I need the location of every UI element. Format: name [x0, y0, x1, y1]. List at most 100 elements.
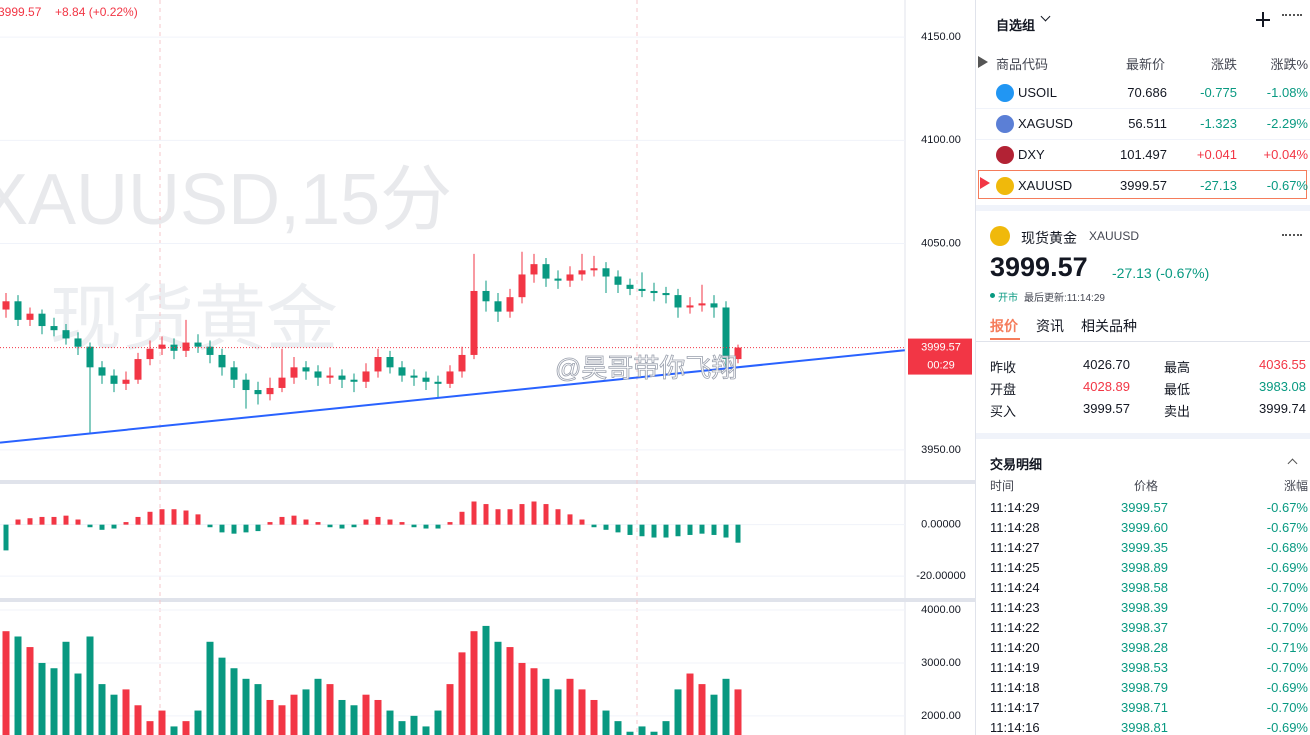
macd-bar: [15, 519, 21, 525]
row-divider[interactable]: [976, 108, 1310, 109]
volume-bar: [374, 699, 382, 735]
trade-time: 11:14:29: [990, 500, 1040, 515]
trade-time: 11:14:25: [990, 560, 1040, 575]
watchlist-row[interactable]: USOIL: [1018, 85, 1058, 100]
quote-change: -27.13 (-0.67%): [1112, 265, 1210, 281]
candle-body: [626, 284, 634, 289]
last-price: 70.686: [1127, 85, 1167, 100]
candle-body: [350, 379, 358, 382]
change-pct: -2.29%: [1266, 116, 1308, 131]
candle-body: [662, 293, 670, 296]
macd-bar: [267, 522, 273, 525]
last-update: 最后更新:11:14:29: [1024, 293, 1105, 304]
row-highlight[interactable]: [978, 170, 1307, 199]
watchlist-row[interactable]: XAUUSD: [1018, 178, 1073, 193]
volume-bar: [122, 689, 130, 735]
change: -0.775: [1200, 85, 1237, 100]
y-tick-label: 3950.00: [921, 444, 961, 456]
trade-price: 3999.57: [1121, 500, 1168, 515]
trade-price: 3998.53: [1121, 660, 1168, 675]
candle-body: [230, 367, 238, 380]
volume-bar: [266, 699, 274, 735]
stat-value: 4026.70: [1083, 357, 1130, 372]
macd-bar: [447, 522, 453, 525]
macd-bar: [87, 524, 93, 528]
candle-body: [638, 288, 646, 291]
trade-change: -0.67%: [1266, 500, 1308, 515]
last-price: 3999.57: [1120, 178, 1167, 193]
stat-label: 昨收: [990, 360, 1017, 375]
candle-body: [134, 359, 142, 380]
quote-name: 现货黄金: [1021, 230, 1077, 246]
row-divider[interactable]: [976, 139, 1310, 140]
volume-bar: [446, 684, 454, 735]
macd-bar: [207, 524, 213, 528]
volume-bar: [170, 726, 178, 735]
legend-price: 3999.57: [0, 5, 42, 19]
macd-bar: [315, 522, 321, 525]
macd-bar: [147, 511, 153, 525]
macd-bar: [711, 524, 717, 535]
watermark: XAUUSD,15分: [0, 160, 452, 240]
macd-bar: [255, 524, 261, 532]
trade-change: -0.71%: [1266, 640, 1308, 655]
volume-bar: [626, 731, 634, 735]
candle-body: [566, 274, 574, 281]
quote-tab[interactable]: 相关品种: [1081, 318, 1137, 334]
candle-body: [722, 307, 730, 360]
trade-time: 11:14:19: [990, 660, 1040, 675]
candle-body: [74, 338, 82, 347]
macd-bar: [483, 504, 489, 525]
watchlist-row[interactable]: XAGUSD: [1018, 116, 1073, 131]
macd-bar: [135, 516, 141, 525]
quote-price: 3999.57: [990, 252, 1088, 282]
volume-bar: [38, 662, 46, 735]
stat-label: 最高: [1164, 360, 1191, 375]
volume-bar: [734, 689, 742, 735]
volume-bar: [62, 641, 70, 735]
candle-body: [542, 264, 550, 279]
volume-bar: [206, 641, 214, 735]
candle-body: [218, 354, 226, 368]
trade-change: -0.70%: [1266, 700, 1308, 715]
flag: [978, 56, 988, 68]
column-header: 商品代码: [996, 57, 1049, 72]
candle-body: [710, 303, 718, 308]
volume-bar: [362, 694, 370, 735]
candle-body: [506, 297, 514, 312]
y-tick-label: 0.00000: [921, 519, 961, 531]
quote-tab[interactable]: 报价: [990, 318, 1018, 334]
macd-bar: [435, 524, 441, 529]
macd-bar: [195, 514, 201, 525]
candle-body: [698, 303, 706, 306]
volume-bar: [98, 684, 106, 735]
candle-body: [2, 301, 10, 310]
tab-divider[interactable]: [976, 341, 1310, 342]
last-price: 56.511: [1128, 116, 1167, 131]
volume-bar: [14, 636, 22, 735]
volume-bar: [602, 710, 610, 735]
volume-bar: [338, 699, 346, 735]
candle-body: [470, 290, 478, 355]
macd-bar: [339, 524, 345, 529]
tab-underline[interactable]: [990, 338, 1020, 340]
trade-change: -0.68%: [1266, 540, 1308, 555]
status-dot: [990, 293, 995, 298]
trade-time: 11:14:28: [990, 520, 1040, 535]
candle-body: [242, 379, 250, 391]
panel-separator: [0, 598, 975, 602]
trade-price: 3998.39: [1121, 600, 1168, 615]
candle-body: [518, 274, 526, 298]
volume-bar: [470, 631, 478, 735]
watchlist-row[interactable]: DXY: [1018, 147, 1045, 162]
macd-bar: [399, 522, 405, 525]
y-tick-label: -20.00000: [916, 570, 966, 582]
macd-bar: [327, 524, 333, 528]
candle-body: [398, 367, 406, 376]
candle-body: [14, 301, 22, 320]
volume-bar: [134, 705, 142, 735]
trade-time: 11:14:17: [990, 700, 1040, 715]
candle-body: [50, 326, 58, 331]
quote-tab[interactable]: 资讯: [1036, 318, 1064, 334]
volume-bar: [2, 631, 10, 735]
